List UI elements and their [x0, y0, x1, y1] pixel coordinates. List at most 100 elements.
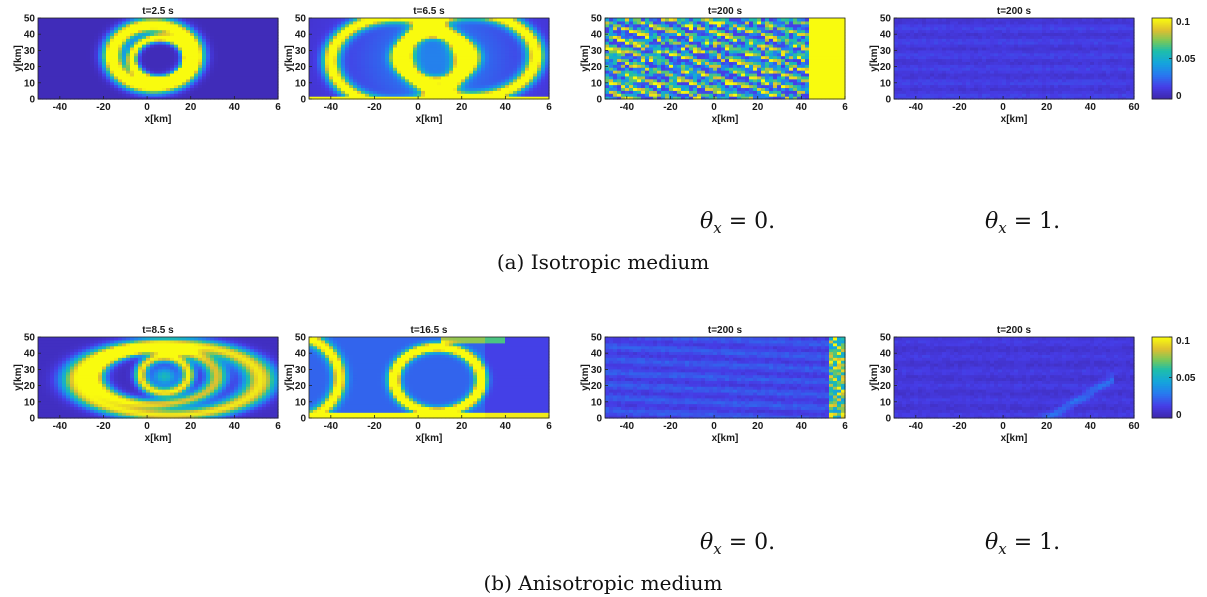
heatmap-cell [214, 18, 219, 21]
heatmap-cell [825, 18, 830, 21]
heatmap-cell [198, 18, 203, 21]
heatmap-cell [421, 18, 426, 21]
y-axis-label: y[km] [13, 45, 24, 72]
heatmap-cell [813, 18, 818, 21]
heatmap-cell [321, 18, 326, 21]
heatmap-cell [154, 18, 159, 21]
x-tick-label: 6 [546, 102, 552, 113]
heatmap-cell [353, 18, 358, 21]
heatmap-cell [313, 18, 318, 21]
heatmap-cell [781, 18, 786, 21]
heatmap-cell [729, 18, 734, 21]
x-tick-label: 6 [275, 102, 281, 113]
heatmap-cell [210, 18, 215, 21]
heatmap-cell [465, 18, 470, 21]
heatmap-cell [477, 18, 482, 21]
heatmap-cell [673, 18, 678, 21]
y-tick-label: 10 [295, 78, 307, 89]
heatmap-cell [90, 18, 95, 21]
heatmap-cell [146, 18, 151, 21]
x-axis-label: x[km] [145, 114, 172, 125]
y-tick-label: 50 [295, 14, 307, 25]
heatmap-cell [230, 18, 235, 21]
heatmap-cell [238, 18, 243, 21]
heatmap-cell [110, 18, 115, 21]
heatmap-cell [525, 18, 530, 21]
heatmap-cell [721, 18, 726, 21]
heatmap-cell [46, 18, 51, 21]
panel-0-2: t=200 s01020304050-40 -20 0 20 40 6x[km]y[km] [580, 6, 848, 125]
x-tick-label: 20 [185, 102, 197, 113]
heatmap-cell [98, 18, 103, 21]
y-tick-label: 20 [24, 62, 36, 73]
heatmap-cell [513, 18, 518, 21]
heatmap-cell [325, 18, 330, 21]
heatmap-cell [505, 18, 510, 21]
heatmap-cell [270, 18, 275, 21]
heatmap-cell [529, 18, 534, 21]
heatmap-cell [102, 18, 107, 21]
heatmap-cell [405, 18, 410, 21]
heatmap-cell [765, 18, 770, 21]
heatmap-cell [393, 18, 398, 21]
y-tick-label: 50 [24, 14, 36, 25]
heatmap-cell [337, 18, 342, 21]
heatmap-cell [497, 18, 502, 21]
heatmap-cell [182, 18, 187, 21]
heatmap-cell [226, 18, 231, 21]
heatmap-cell [349, 18, 354, 21]
heatmap-cell [509, 18, 514, 21]
heatmap-cell [489, 18, 494, 21]
x-tick-label: -20 [367, 102, 382, 113]
panel-0-0: t=2.5 s01020304050-40 -20 0 20 40 6x[km]y[km] [13, 6, 281, 125]
heatmap-cell [725, 18, 730, 21]
heatmap-cell [761, 18, 766, 21]
heatmap-cell [425, 18, 430, 21]
heatmap-cell [653, 18, 658, 21]
heatmap-cell [42, 18, 47, 21]
heatmap-cell [613, 18, 618, 21]
heatmap-cell [713, 18, 718, 21]
heatmap-cell [58, 18, 63, 21]
heatmap-cell [222, 18, 227, 21]
heatmap-cell [689, 18, 694, 21]
x-tick-label: 0 [415, 102, 421, 113]
heatmap-cell [218, 18, 223, 21]
heatmap-cell [170, 18, 175, 21]
heatmap-cell [142, 18, 147, 21]
heatmap-cell [677, 18, 682, 21]
heatmap-cell [717, 18, 722, 21]
heatmap-cell [433, 18, 438, 21]
heatmap-cell [174, 18, 179, 21]
heatmap-cell [821, 18, 826, 21]
heatmap-cell [437, 18, 442, 21]
heatmap-cell [258, 18, 263, 21]
heatmap-cell [473, 18, 478, 21]
heatmap-cell [266, 18, 271, 21]
heatmap-cell [150, 18, 155, 21]
heatmap-cell [401, 18, 406, 21]
y-tick-label: 20 [295, 62, 307, 73]
heatmap-cell [453, 18, 458, 21]
heatmap-cell [357, 18, 362, 21]
heatmap-cell [74, 18, 79, 21]
heatmap-cell [733, 18, 738, 21]
heatmap-cell [629, 18, 634, 21]
heatmap-cell [457, 18, 462, 21]
heatmap-cell [246, 18, 251, 21]
heatmap-cell [373, 18, 378, 21]
heatmap-cell [417, 18, 422, 21]
heatmap-cell [661, 18, 666, 21]
heatmap-cell [118, 18, 123, 21]
y-tick-label: 10 [24, 78, 36, 89]
heatmap-cell [669, 18, 674, 21]
y-tick-label: 40 [24, 30, 36, 41]
heatmap-cell [86, 18, 91, 21]
heatmap-cell [789, 18, 794, 21]
heatmap-cell [254, 18, 259, 21]
heatmap-cell [369, 18, 374, 21]
heatmap-cell [621, 18, 626, 21]
heatmap-cell [657, 18, 662, 21]
heatmap-cell [333, 18, 338, 21]
heatmap-cell [697, 18, 702, 21]
